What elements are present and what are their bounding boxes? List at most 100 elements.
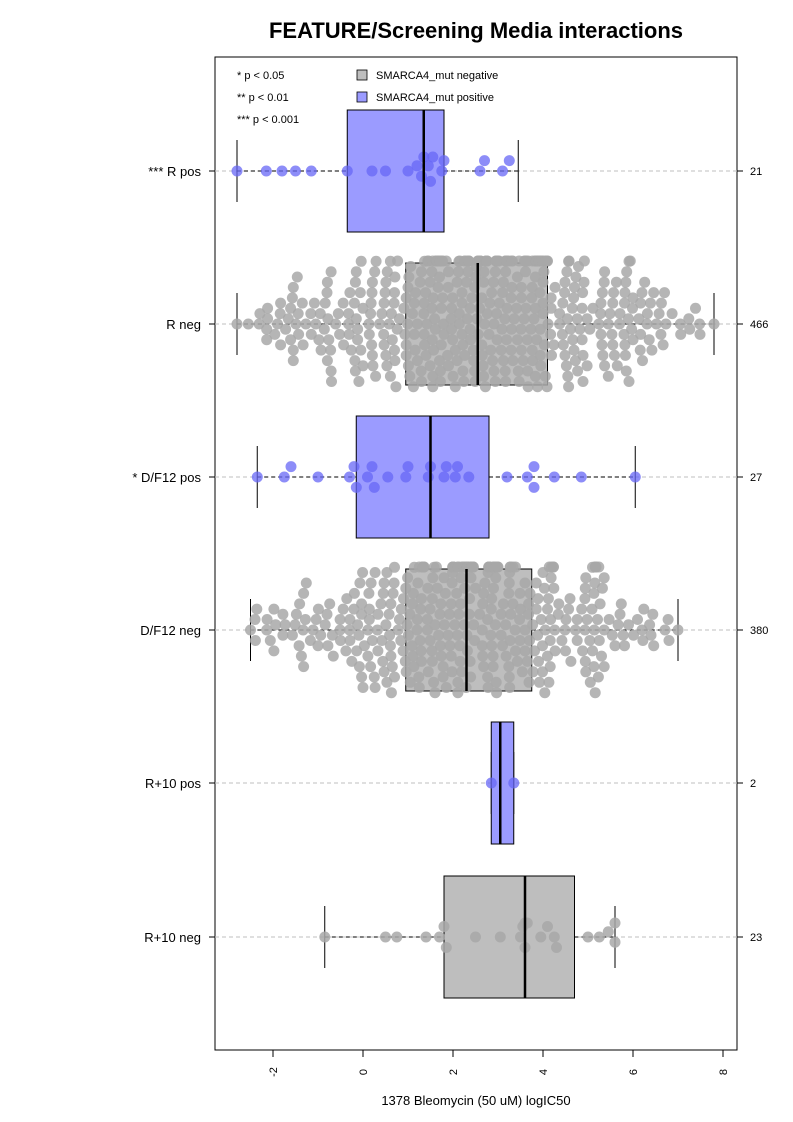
data-point xyxy=(279,619,291,631)
data-point xyxy=(579,582,591,594)
data-point xyxy=(325,344,337,356)
data-point xyxy=(626,323,638,335)
data-point xyxy=(315,629,327,641)
data-point xyxy=(675,328,687,340)
data-point xyxy=(254,308,266,320)
data-point xyxy=(518,313,530,325)
data-point xyxy=(429,687,441,699)
data-point xyxy=(370,370,382,382)
data-point xyxy=(442,281,454,293)
data-point xyxy=(581,313,593,325)
data-point xyxy=(526,281,538,293)
sig-legend-3: *** p < 0.001 xyxy=(237,114,299,126)
data-point xyxy=(389,344,400,356)
data-point xyxy=(576,603,588,615)
data-point xyxy=(362,471,373,483)
data-point xyxy=(497,165,508,177)
data-point xyxy=(514,587,526,599)
data-point xyxy=(604,308,616,320)
data-point xyxy=(611,360,623,372)
data-point xyxy=(635,297,647,309)
data-point xyxy=(415,603,427,615)
data-point xyxy=(325,365,337,377)
data-point xyxy=(389,355,401,367)
data-point xyxy=(554,318,566,330)
data-point xyxy=(565,655,577,667)
data-point xyxy=(378,666,390,678)
data-point xyxy=(636,287,648,299)
data-point xyxy=(641,308,653,320)
data-point xyxy=(542,603,553,615)
data-point xyxy=(334,614,346,625)
data-point xyxy=(478,587,490,599)
data-point xyxy=(470,582,481,594)
data-point xyxy=(647,608,659,620)
data-point xyxy=(598,276,610,288)
data-point xyxy=(354,577,366,589)
data-point xyxy=(557,339,569,351)
data-point xyxy=(568,292,580,304)
data-point xyxy=(523,676,535,688)
box-group xyxy=(231,109,519,233)
data-point xyxy=(437,292,449,304)
data-point xyxy=(481,255,493,267)
data-point xyxy=(539,624,551,636)
data-point xyxy=(633,313,645,325)
data-point xyxy=(422,582,434,594)
data-point xyxy=(589,687,601,699)
data-point xyxy=(641,318,653,330)
data-point xyxy=(408,297,420,309)
data-point xyxy=(437,661,449,673)
data-point xyxy=(318,323,330,335)
data-point xyxy=(624,255,636,267)
data-point xyxy=(400,292,412,304)
data-point xyxy=(627,302,638,314)
data-point xyxy=(577,376,589,387)
data-point xyxy=(384,370,396,382)
data-point xyxy=(521,334,533,346)
data-point xyxy=(580,666,592,678)
data-point xyxy=(424,603,436,615)
data-point xyxy=(598,624,610,636)
data-point xyxy=(260,165,272,177)
data-point xyxy=(477,360,489,372)
x-axis-label: 1378 Bleomycin (50 uM) logIC50 xyxy=(381,1093,570,1108)
data-point xyxy=(521,917,533,929)
data-point xyxy=(474,165,486,177)
data-point xyxy=(488,365,500,377)
data-point xyxy=(465,671,477,683)
data-point xyxy=(648,640,660,652)
box-group xyxy=(319,875,621,999)
data-point xyxy=(519,645,531,657)
data-point xyxy=(515,603,526,615)
data-point xyxy=(414,276,426,288)
data-point xyxy=(400,349,412,361)
data-point xyxy=(578,276,590,288)
data-point xyxy=(366,276,378,288)
data-point xyxy=(357,360,369,372)
data-point xyxy=(330,318,342,330)
data-point xyxy=(561,313,573,325)
x-tick-label: 4 xyxy=(538,1069,550,1075)
data-point xyxy=(592,614,603,625)
data-point xyxy=(426,593,438,605)
data-point xyxy=(445,650,457,662)
data-point xyxy=(623,313,634,325)
data-point xyxy=(447,334,459,346)
data-point xyxy=(368,671,380,683)
data-point xyxy=(349,276,361,288)
data-point xyxy=(597,349,609,361)
data-point xyxy=(406,640,418,652)
data-point xyxy=(335,635,346,646)
data-point xyxy=(663,635,675,646)
data-point xyxy=(560,645,571,657)
data-point xyxy=(426,655,438,667)
count-labels: 21 466 27 380 2 23 xyxy=(737,166,768,944)
data-point xyxy=(416,655,427,667)
data-point xyxy=(535,931,547,943)
data-point xyxy=(402,572,414,584)
data-point xyxy=(476,624,488,636)
data-point xyxy=(577,287,589,299)
data-point xyxy=(531,334,543,346)
x-axis: -2 0 2 4 6 8 xyxy=(268,1049,730,1077)
